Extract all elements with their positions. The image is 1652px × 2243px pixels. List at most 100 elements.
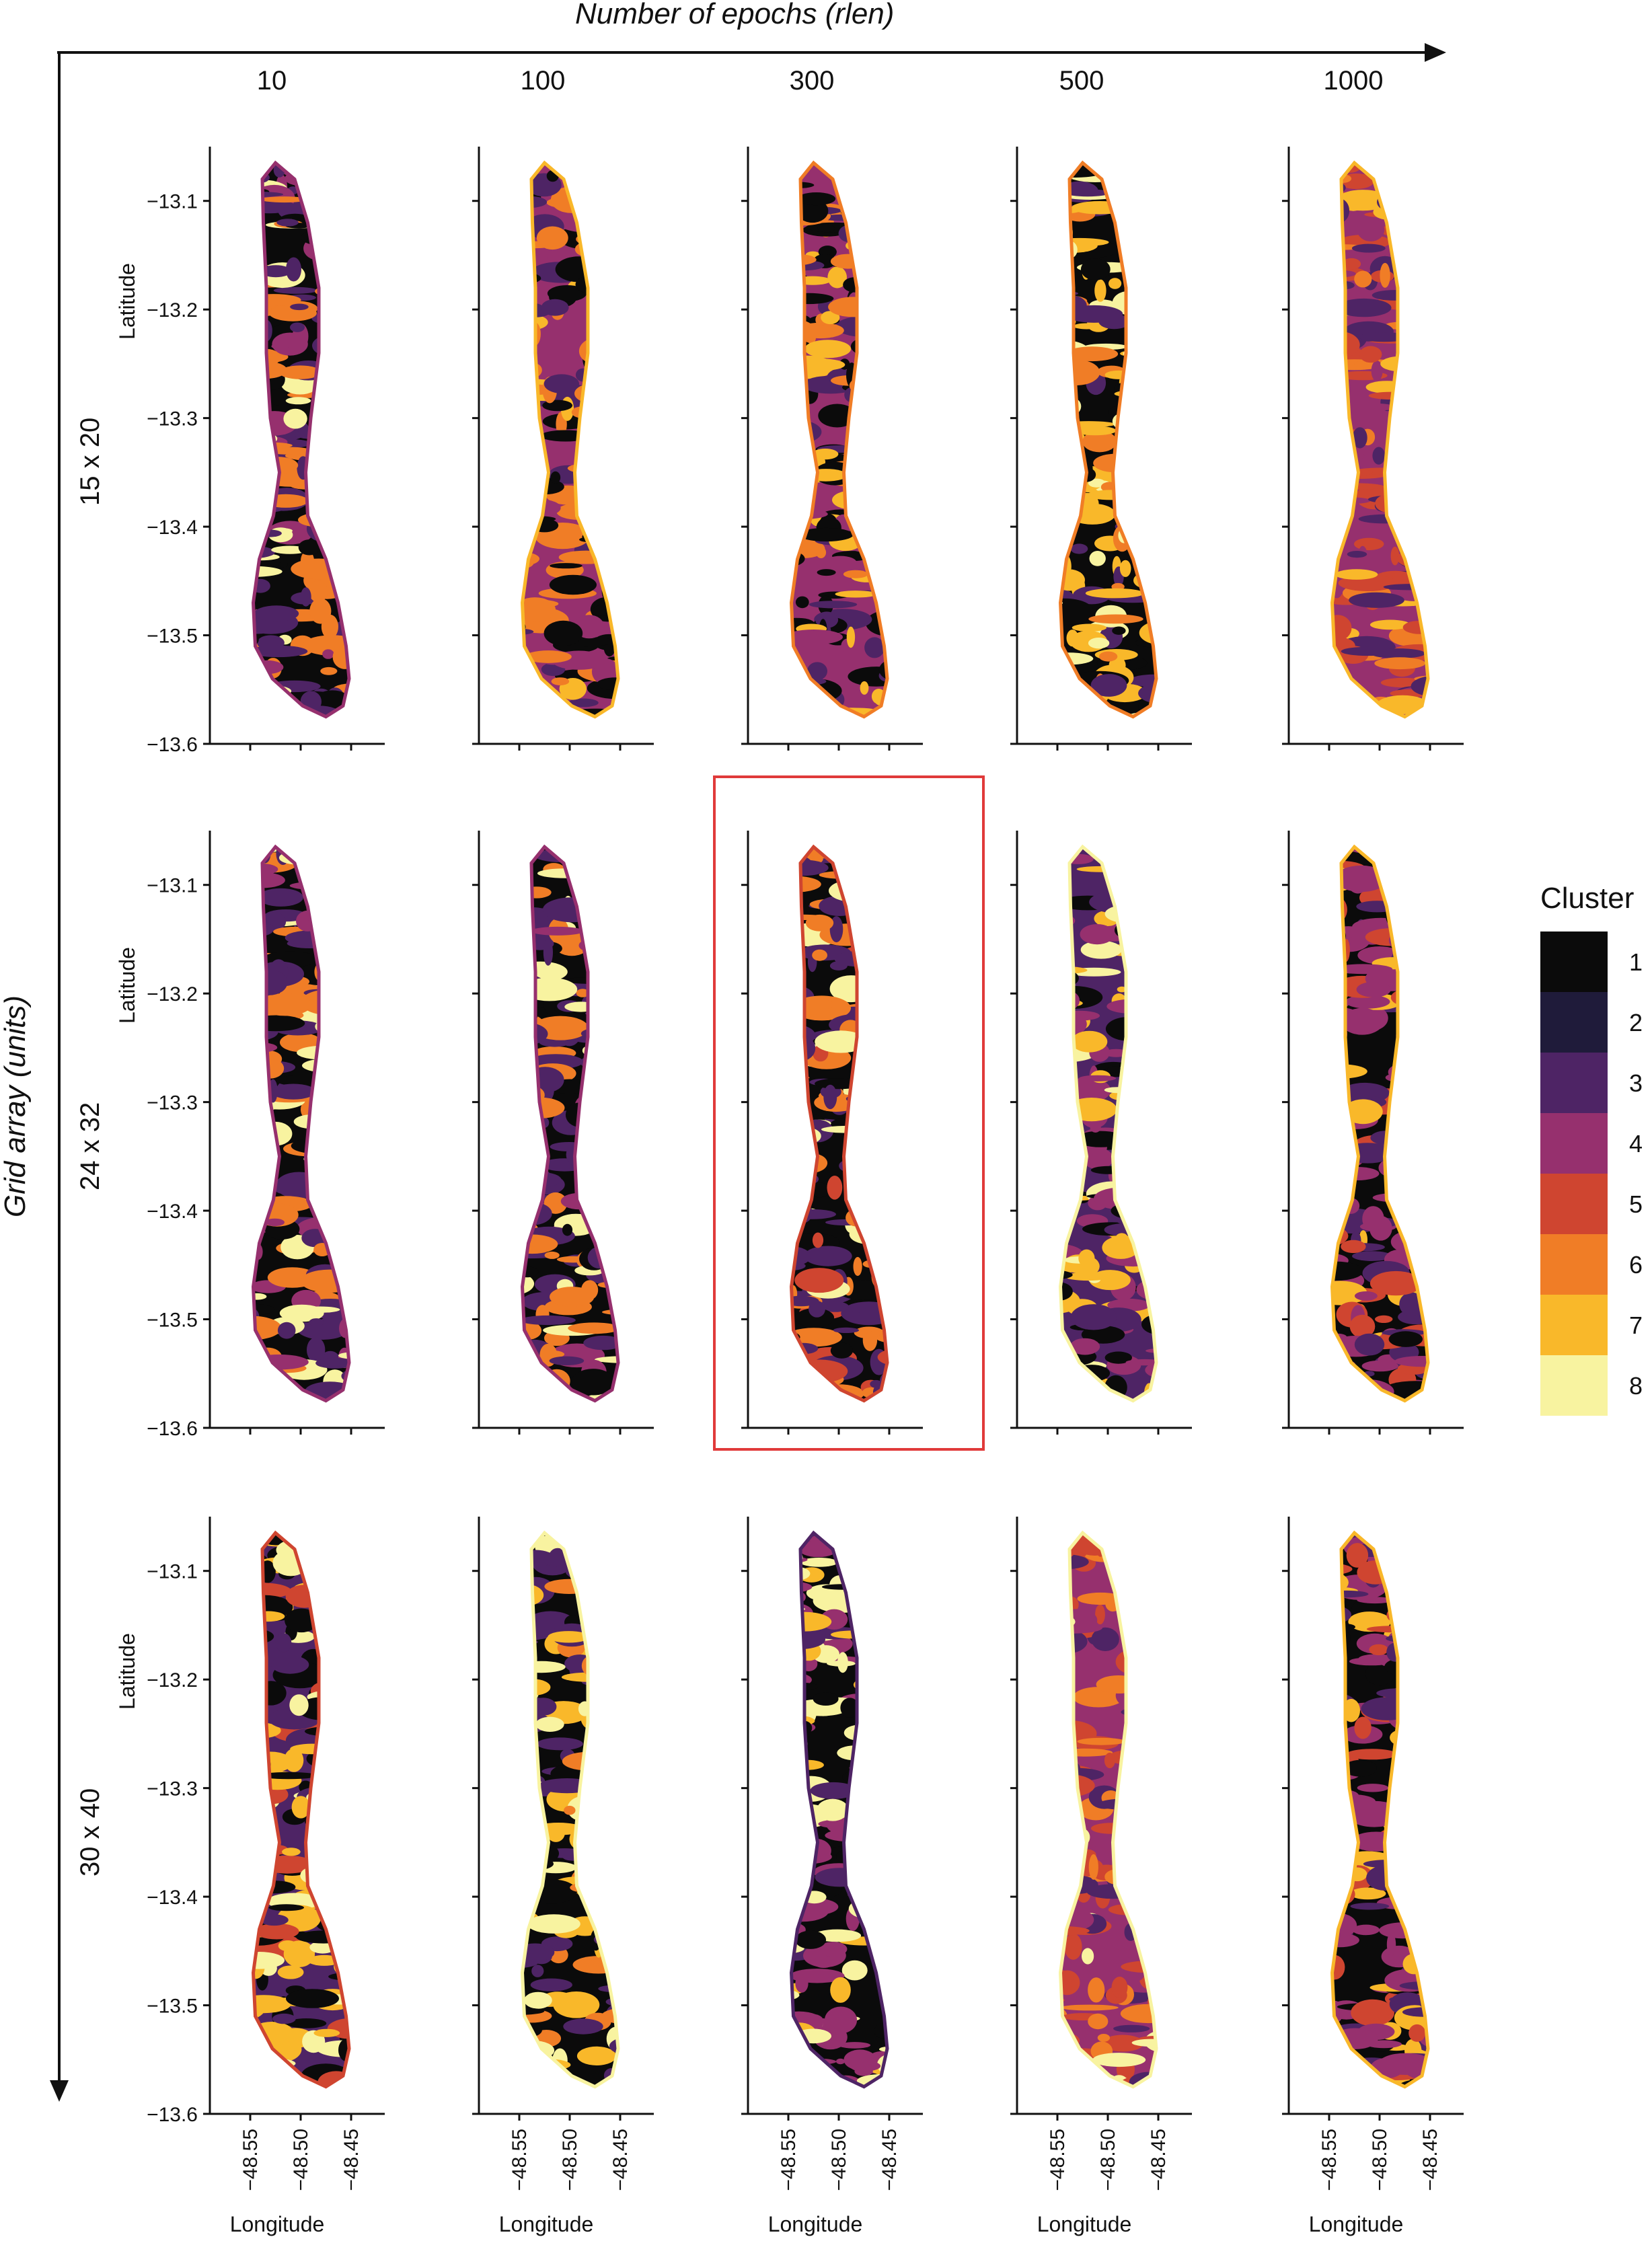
patch-cluster-3 (1332, 198, 1350, 223)
patch-cluster-1 (216, 1919, 235, 1942)
patch-cluster-3 (791, 706, 848, 717)
patch-cluster-3 (1332, 179, 1346, 196)
patch-cluster-7 (1097, 914, 1144, 922)
patch-cluster-3 (627, 667, 644, 673)
patch-cluster-6 (522, 966, 531, 987)
patch-cluster-3 (1423, 1749, 1428, 1755)
patch-cluster-3 (598, 1684, 618, 1695)
patch-cluster-6 (1088, 614, 1143, 624)
patch-cluster-3 (749, 1309, 777, 1319)
patch-cluster-6 (298, 512, 349, 528)
patch-cluster-3 (253, 981, 262, 1004)
patch-cluster-4 (1041, 1277, 1053, 1298)
patch-cluster-1 (838, 188, 858, 201)
patch-cluster-6 (903, 1070, 923, 1091)
patch-cluster-1 (791, 270, 809, 287)
patch-cluster-3 (526, 1067, 564, 1093)
patch-cluster-8 (616, 1877, 618, 1900)
patch-cluster-3 (1341, 646, 1396, 656)
patch-cluster-7 (591, 1599, 618, 1609)
x-tick-label: −48.45 (609, 2129, 632, 2191)
patch-cluster-4 (1332, 1555, 1342, 1561)
patch-cluster-4 (895, 1714, 924, 1731)
patch-cluster-7 (1072, 623, 1107, 632)
patch-cluster-7 (1332, 165, 1339, 187)
patch-cluster-7 (1411, 1646, 1428, 1655)
patch-cluster-6 (1380, 262, 1390, 288)
patch-cluster-4 (1400, 1708, 1428, 1725)
patch-cluster-1 (253, 1579, 262, 1603)
patch-cluster-8 (522, 1854, 525, 1876)
patch-cluster-7 (791, 1778, 803, 1785)
patch-cluster-3 (1031, 1835, 1045, 1851)
patch-cluster-6 (550, 1287, 595, 1307)
patch-cluster-6 (1139, 1826, 1156, 1852)
patch-cluster-4 (1431, 426, 1468, 436)
patch-cluster-4 (1406, 1215, 1428, 1231)
patch-cluster-1 (567, 163, 611, 184)
patch-cluster-1 (791, 1761, 804, 1777)
patch-cluster-1 (220, 1383, 233, 1398)
patch-cluster-8 (1139, 287, 1156, 302)
patch-cluster-1 (522, 669, 524, 681)
patch-cluster-4 (1380, 1548, 1428, 1567)
patch-cluster-6 (1160, 719, 1214, 746)
patch-cluster-3 (260, 712, 270, 717)
patch-cluster-1 (344, 1780, 349, 1803)
patch-cluster-3 (623, 668, 633, 684)
patch-cluster-6 (617, 571, 618, 593)
patch-cluster-4 (833, 1525, 845, 1531)
patch-cluster-7 (253, 1611, 266, 1624)
patch-cluster-3 (253, 704, 256, 717)
patch-cluster-6 (576, 989, 589, 997)
patch-cluster-4 (759, 1934, 775, 1959)
patch-cluster-4 (285, 170, 325, 187)
patch-cluster-6 (863, 1041, 880, 1059)
patch-cluster-3 (208, 860, 252, 874)
patch-cluster-8 (846, 1835, 856, 1860)
patch-cluster-8 (591, 1539, 618, 1564)
patch-cluster-5 (1375, 1315, 1393, 1323)
patch-cluster-6 (1039, 1763, 1058, 1774)
patch-cluster-3 (1060, 1847, 1067, 1864)
patch-cluster-8 (220, 453, 232, 478)
patch-cluster-4 (253, 656, 262, 675)
patch-cluster-6 (578, 462, 591, 470)
patch-cluster-1 (1150, 911, 1156, 937)
patch-cluster-6 (615, 1708, 618, 1727)
x-tick-label: −48.50 (559, 2129, 581, 2191)
patch-cluster-8 (486, 1129, 509, 1145)
patch-cluster-7 (1154, 215, 1156, 239)
patch-cluster-4 (1062, 853, 1094, 864)
patch-cluster-3 (522, 1022, 548, 1047)
patch-cluster-6 (315, 284, 349, 298)
patch-cluster-5 (1306, 600, 1326, 614)
patch-cluster-4 (1332, 1128, 1338, 1139)
patch-cluster-1 (1172, 450, 1199, 457)
patch-cluster-4 (1332, 2028, 1378, 2049)
patch-cluster-1 (522, 1846, 539, 1866)
patch-cluster-4 (1332, 1079, 1337, 1103)
patch-cluster-3 (615, 1811, 618, 1829)
patch-cluster-3 (608, 1606, 618, 1632)
patch-cluster-8 (1060, 254, 1061, 274)
patch-cluster-7 (804, 469, 848, 482)
patch-cluster-8 (512, 1532, 522, 1557)
patch-cluster-6 (522, 555, 535, 569)
patch-cluster-3 (599, 1681, 618, 1694)
patch-cluster-3 (338, 948, 349, 966)
patch-cluster-1 (522, 271, 541, 286)
patch-cluster-3 (497, 1353, 509, 1377)
patch-cluster-7 (888, 1691, 898, 1700)
patch-cluster-7 (1312, 1926, 1330, 1938)
patch-cluster-1 (1296, 2009, 1318, 2027)
patch-cluster-4 (895, 268, 950, 283)
patch-cluster-6 (1332, 344, 1335, 367)
patch-cluster-8 (1163, 332, 1193, 356)
patch-cluster-1 (324, 1182, 349, 1192)
patch-cluster-3 (522, 1670, 527, 1677)
patch-cluster-1 (755, 337, 789, 344)
island-outline (520, 160, 620, 719)
patch-cluster-3 (895, 1387, 948, 1394)
patch-cluster-5 (1022, 1739, 1047, 1754)
